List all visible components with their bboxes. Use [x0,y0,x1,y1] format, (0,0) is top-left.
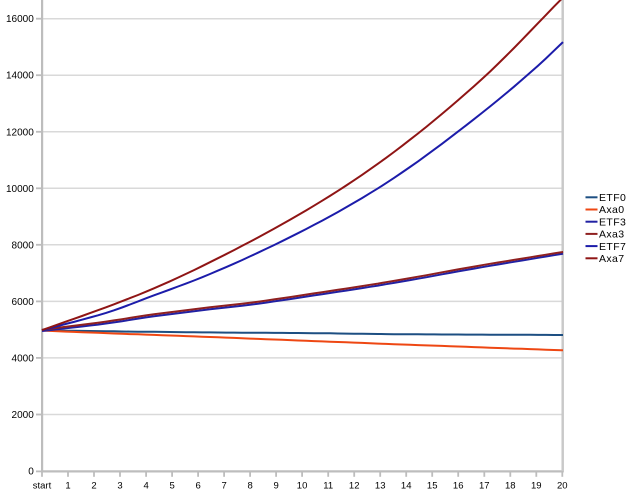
svg-text:11: 11 [323,481,333,492]
svg-text:16: 16 [453,481,464,492]
svg-text:16000: 16000 [6,14,34,25]
svg-text:Axa0: Axa0 [599,204,625,216]
svg-text:5: 5 [169,481,174,492]
svg-text:4000: 4000 [12,353,35,364]
svg-text:8: 8 [247,481,252,492]
svg-text:8000: 8000 [12,240,35,251]
svg-text:20: 20 [557,481,568,492]
svg-text:2: 2 [91,481,96,492]
svg-text:18: 18 [505,481,516,492]
svg-text:6000: 6000 [12,297,35,308]
svg-text:2000: 2000 [12,410,35,421]
svg-text:Axa3: Axa3 [599,229,625,241]
svg-text:13: 13 [375,481,386,492]
svg-text:14000: 14000 [6,71,34,82]
svg-text:7: 7 [221,481,226,492]
svg-text:ETF3: ETF3 [599,216,626,228]
svg-text:1: 1 [65,481,70,492]
svg-text:19: 19 [531,481,542,492]
svg-text:17: 17 [479,481,490,492]
svg-text:12000: 12000 [6,127,34,138]
svg-text:4: 4 [143,481,148,492]
svg-text:15: 15 [427,481,438,492]
svg-text:ETF0: ETF0 [599,192,626,204]
svg-text:14: 14 [401,481,412,492]
svg-text:9: 9 [273,481,278,492]
svg-text:ETF7: ETF7 [599,241,626,253]
svg-text:Axa7: Axa7 [599,253,625,265]
svg-text:6: 6 [195,481,200,492]
svg-text:12: 12 [349,481,360,492]
svg-text:3: 3 [117,481,122,492]
svg-text:10: 10 [297,481,308,492]
svg-text:start: start [33,481,52,492]
svg-text:0: 0 [28,467,34,478]
svg-text:10000: 10000 [6,184,34,195]
